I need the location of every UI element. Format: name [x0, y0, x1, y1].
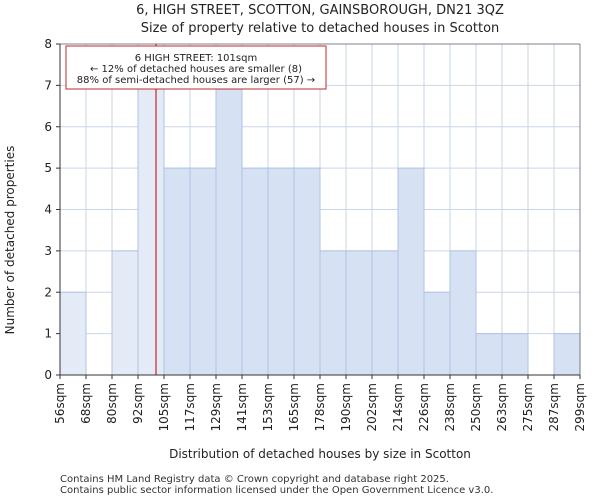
- y-tick-label-5: 5: [44, 161, 52, 175]
- bar-190sqm: [345, 250, 373, 376]
- bar-287sqm: [553, 333, 581, 376]
- x-tick-label-238sqm: 238sqm: [443, 383, 457, 431]
- bar-263sqm: [501, 333, 529, 376]
- x-tick-label-56sqm: 56sqm: [53, 383, 67, 424]
- y-tick-label-4: 4: [44, 203, 52, 217]
- x-tick-label-287sqm: 287sqm: [547, 383, 561, 431]
- annotation-line-1: 6 HIGH STREET: 101sqm: [135, 53, 257, 64]
- bar-178sqm: [319, 250, 347, 376]
- x-tick-label-68sqm: 68sqm: [79, 383, 93, 424]
- bar-105sqm: [163, 167, 191, 376]
- y-tick-label-1: 1: [44, 327, 52, 341]
- x-tick-label-80sqm: 80sqm: [105, 383, 119, 424]
- x-tick-label-141sqm: 141sqm: [235, 383, 249, 431]
- bar-80sqm: [111, 250, 139, 376]
- x-tick-labels: 56sqm 68sqm 80sqm 92sqm 105sqm 117sqm 129sqm 14…: [53, 375, 587, 431]
- y-tick-label-7: 7: [44, 78, 52, 92]
- footer-line-1: Contains HM Land Registry data © Crown c…: [60, 474, 449, 485]
- bar-92sqm: [137, 84, 165, 376]
- bar-214sqm: [397, 167, 425, 376]
- x-tick-label-92sqm: 92sqm: [131, 383, 145, 424]
- bar-250sqm: [475, 333, 503, 376]
- y-tick-label-6: 6: [44, 120, 52, 134]
- x-tick-label-250sqm: 250sqm: [469, 383, 483, 431]
- x-tick-label-299sqm: 299sqm: [573, 383, 587, 431]
- bar-202sqm: [371, 250, 399, 376]
- x-tick-label-129sqm: 129sqm: [209, 383, 223, 431]
- histogram-chart: 6, HIGH STREET, SCOTTON, GAINSBOROUGH, D…: [3, 3, 587, 461]
- chart-title: 6, HIGH STREET, SCOTTON, GAINSBOROUGH, D…: [136, 3, 504, 18]
- bar-series: [59, 84, 581, 376]
- x-tick-label-165sqm: 165sqm: [287, 383, 301, 431]
- bar-238sqm: [449, 250, 477, 376]
- x-tick-label-153sqm: 153sqm: [261, 383, 275, 431]
- bar-129sqm: [215, 84, 243, 376]
- x-tick-label-178sqm: 178sqm: [313, 383, 327, 431]
- bar-56sqm: [59, 291, 87, 376]
- y-axis-label: Number of detached properties: [3, 146, 17, 335]
- x-axis-label: Distribution of detached houses by size …: [169, 447, 471, 461]
- y-tick-label-2: 2: [44, 285, 52, 299]
- bar-165sqm: [293, 167, 321, 376]
- annotation-frame: [65, 45, 327, 90]
- bar-117sqm: [189, 167, 217, 376]
- bar-141sqm: [241, 167, 269, 376]
- x-tick-label-226sqm: 226sqm: [417, 383, 431, 431]
- bar-226sqm: [423, 291, 451, 376]
- y-tick-label-0: 0: [44, 368, 52, 382]
- x-tick-label-117sqm: 117sqm: [183, 383, 197, 431]
- annotation-box: 6 HIGH STREET: 101sqm ← 12% of detached …: [65, 45, 327, 90]
- x-tick-label-190sqm: 190sqm: [339, 383, 353, 431]
- x-tick-label-214sqm: 214sqm: [391, 383, 405, 431]
- annotation-line-2: ← 12% of detached houses are smaller (8): [90, 64, 302, 75]
- bar-153sqm: [267, 167, 295, 376]
- y-tick-labels: 0 1 2 3 4 5 6 7 8: [44, 37, 60, 382]
- x-tick-label-263sqm: 263sqm: [495, 383, 509, 431]
- x-tick-label-105sqm: 105sqm: [157, 383, 171, 431]
- y-tick-label-8: 8: [44, 37, 52, 51]
- x-tick-label-275sqm: 275sqm: [521, 383, 535, 431]
- footer-line-2: Contains public sector information licen…: [60, 485, 494, 496]
- chart-subtitle: Size of property relative to detached ho…: [141, 21, 500, 36]
- x-tick-label-202sqm: 202sqm: [365, 383, 379, 431]
- y-tick-label-3: 3: [44, 244, 52, 258]
- annotation-line-3: 88% of semi-detached houses are larger (…: [77, 75, 315, 86]
